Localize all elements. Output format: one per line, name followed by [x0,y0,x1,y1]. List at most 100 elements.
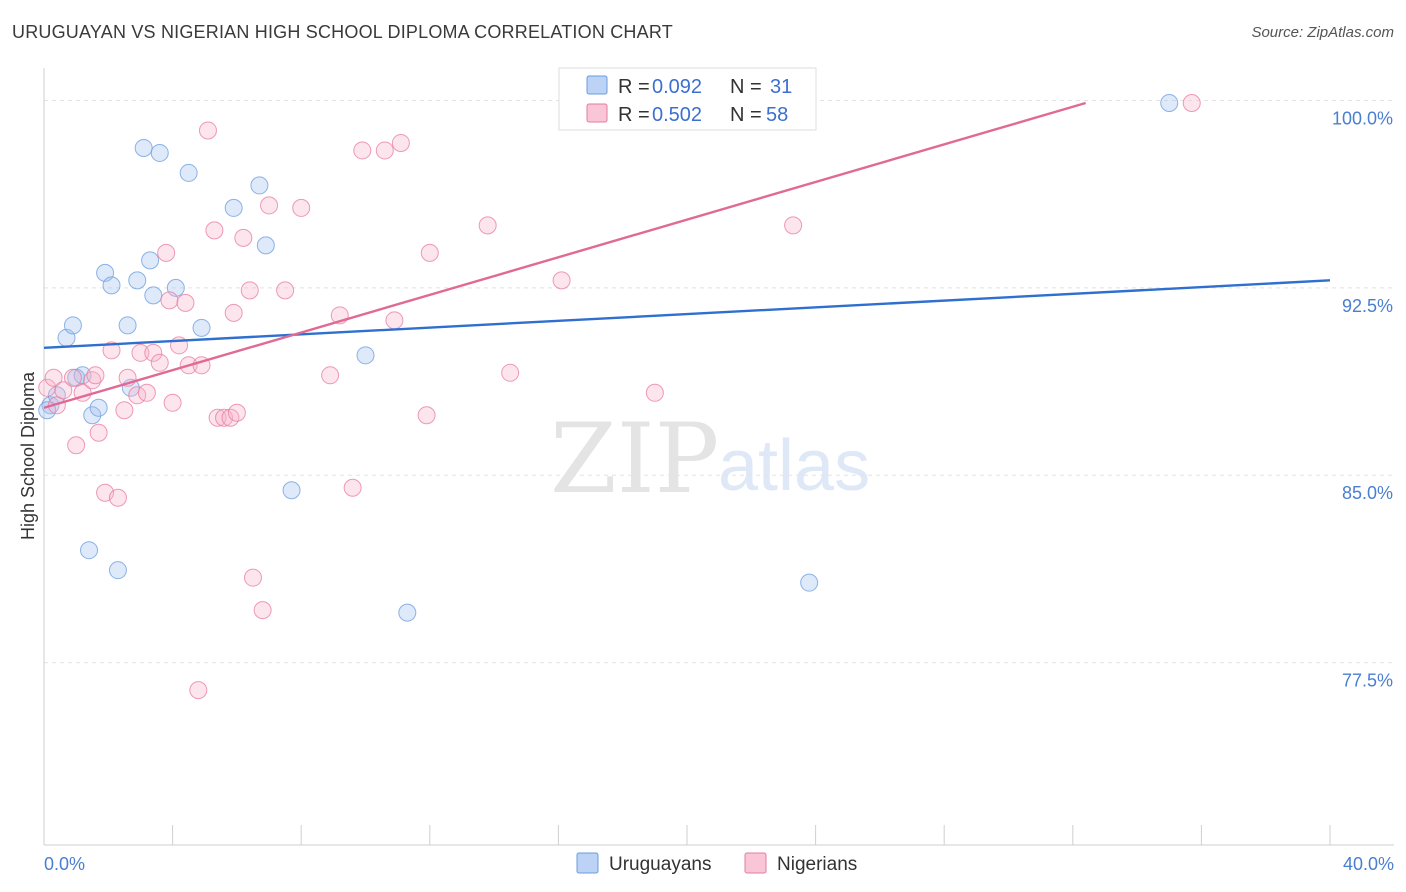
legend-n-value-nigerians: 58 [766,104,788,126]
point-uruguayans-7 [83,406,102,425]
point-nigerians-46 [375,141,394,160]
point-nigerians-37 [243,568,262,587]
point-nigerians-22 [163,393,182,412]
point-nigerians-16 [131,343,150,362]
point-nigerians-29 [205,221,224,240]
point-uruguayans-18 [150,143,169,162]
point-nigerians-0 [38,378,57,397]
watermark-zip: ZIP [550,403,719,515]
point-nigerians-21 [160,291,179,310]
point-nigerians-19 [150,353,169,372]
point-nigerians-44 [343,478,362,497]
legend-n-label-uruguayans: N = [730,76,762,98]
point-nigerians-7 [83,371,102,390]
point-uruguayans-12 [118,316,137,335]
x-tick-label-max: 40.0% [1343,854,1394,874]
point-nigerians-30 [208,408,227,427]
bottom-legend: Uruguayans Nigerians [576,852,857,875]
point-nigerians-56 [645,383,664,402]
point-nigerians-45 [353,141,372,160]
point-nigerians-5 [67,436,86,455]
legend: R = 0.092 N = 31 R = 0.502 N = 58 [558,67,817,131]
point-uruguayans-22 [224,198,243,217]
point-nigerians-51 [478,216,497,235]
point-nigerians-9 [89,423,108,442]
y-tick-labels: 77.5% 85.0% 92.5% 100.0% [1332,108,1393,690]
point-nigerians-17 [137,383,156,402]
point-nigerians-4 [63,368,82,387]
legend-n-value-uruguayans: 31 [770,76,792,98]
point-uruguayans-21 [192,318,211,337]
point-nigerians-48 [391,133,410,152]
point-uruguayans-8 [89,398,108,417]
y-axis-title: High School Diploma [18,371,38,540]
trend-line-nigerians [43,101,1086,409]
y-tick-label: 85.0% [1342,483,1393,503]
legend-r-label-uruguayans: R = [618,76,650,98]
point-nigerians-58 [1182,93,1201,112]
point-uruguayans-26 [356,346,375,365]
y-tick-label: 100.0% [1332,108,1393,128]
source-label: Source: ZipAtlas.com [1251,24,1394,41]
legend-r-value-nigerians: 0.502 [652,104,702,126]
x-ticks [172,825,1331,845]
point-nigerians-41 [292,198,311,217]
y-tick-label: 92.5% [1342,296,1393,316]
point-nigerians-35 [234,228,253,247]
legend-r-value-uruguayans: 0.092 [652,76,702,98]
point-nigerians-38 [253,601,272,620]
point-nigerians-26 [189,681,208,700]
point-uruguayans-6 [80,541,99,560]
point-nigerians-57 [784,216,803,235]
point-uruguayans-28 [800,573,819,592]
point-nigerians-18 [144,343,163,362]
point-nigerians-49 [417,406,436,425]
axes [43,68,1394,846]
point-nigerians-12 [108,488,127,507]
point-uruguayans-20 [179,163,198,182]
point-nigerians-13 [115,401,134,420]
bottom-legend-label-uruguayans: Uruguayans [609,854,711,875]
point-nigerians-24 [176,293,195,312]
point-nigerians-50 [420,243,439,262]
point-uruguayans-10 [102,276,121,295]
point-nigerians-8 [86,366,105,385]
bottom-legend-swatch-nigerians [744,852,767,874]
data-points [38,93,1201,700]
point-uruguayans-23 [250,176,269,195]
point-nigerians-47 [385,311,404,330]
y-tick-label: 77.5% [1342,671,1393,691]
point-nigerians-40 [276,281,295,300]
point-nigerians-28 [198,121,217,140]
point-uruguayans-25 [282,481,301,500]
legend-r-label-nigerians: R = [618,104,650,126]
point-nigerians-34 [227,403,246,422]
point-nigerians-52 [501,363,520,382]
point-nigerians-3 [54,381,73,400]
point-nigerians-39 [260,196,279,215]
point-uruguayans-15 [134,138,153,157]
legend-swatch-nigerians [586,103,608,123]
point-uruguayans-17 [144,286,163,305]
point-uruguayans-24 [256,236,275,255]
point-nigerians-20 [157,243,176,262]
chart-title: URUGUAYAN VS NIGERIAN HIGH SCHOOL DIPLOM… [12,22,673,42]
point-nigerians-53 [552,271,571,290]
point-uruguayans-16 [141,251,160,270]
point-nigerians-11 [102,341,121,360]
point-nigerians-36 [240,281,259,300]
point-uruguayans-27 [398,603,417,622]
trend-line-uruguayans [43,279,1331,350]
bottom-legend-label-nigerians: Nigerians [777,854,857,875]
point-uruguayans-29 [1160,93,1179,112]
point-uruguayans-3 [63,316,82,335]
trend-lines [43,101,1331,409]
point-uruguayans-14 [128,271,147,290]
point-uruguayans-11 [108,561,127,580]
point-nigerians-42 [321,366,340,385]
x-tick-label-min: 0.0% [44,854,85,874]
legend-n-label-nigerians: N = [730,104,762,126]
bottom-legend-swatch-uruguayans [576,852,599,874]
legend-swatch-uruguayans [586,75,608,95]
